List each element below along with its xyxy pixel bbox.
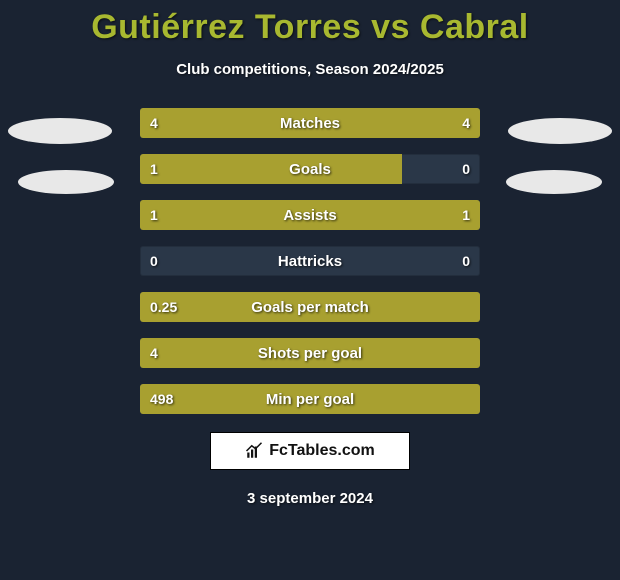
stat-row: 0.25Goals per match	[140, 292, 480, 322]
stat-row: 4Matches4	[140, 108, 480, 138]
stat-label: Matches	[140, 108, 480, 138]
player-left-photo-placeholder-2	[18, 170, 114, 194]
watermark-text: FcTables.com	[269, 442, 375, 460]
stat-bars: 4Matches41Goals01Assists10Hattricks00.25…	[140, 108, 480, 414]
stat-value-right: 0	[462, 246, 470, 276]
stat-row: 498Min per goal	[140, 384, 480, 414]
player-left-photo-placeholder	[8, 118, 112, 144]
comparison-content: 4Matches41Goals01Assists10Hattricks00.25…	[0, 108, 620, 507]
stat-label: Hattricks	[140, 246, 480, 276]
stat-label: Goals per match	[140, 292, 480, 322]
page-title: Gutiérrez Torres vs Cabral	[0, 0, 620, 47]
stat-value-right: 0	[462, 154, 470, 184]
chart-icon	[245, 442, 263, 460]
stat-row: 1Assists1	[140, 200, 480, 230]
stat-value-right: 1	[462, 200, 470, 230]
stat-row: 1Goals0	[140, 154, 480, 184]
watermark: FcTables.com	[210, 432, 410, 470]
stat-row: 4Shots per goal	[140, 338, 480, 368]
stat-label: Assists	[140, 200, 480, 230]
stat-row: 0Hattricks0	[140, 246, 480, 276]
stat-value-right: 4	[462, 108, 470, 138]
stat-label: Min per goal	[140, 384, 480, 414]
date-label: 3 september 2024	[0, 490, 620, 507]
player-right-photo-placeholder-2	[506, 170, 602, 194]
stat-label: Goals	[140, 154, 480, 184]
player-right-photo-placeholder	[508, 118, 612, 144]
page-subtitle: Club competitions, Season 2024/2025	[0, 61, 620, 78]
stat-label: Shots per goal	[140, 338, 480, 368]
